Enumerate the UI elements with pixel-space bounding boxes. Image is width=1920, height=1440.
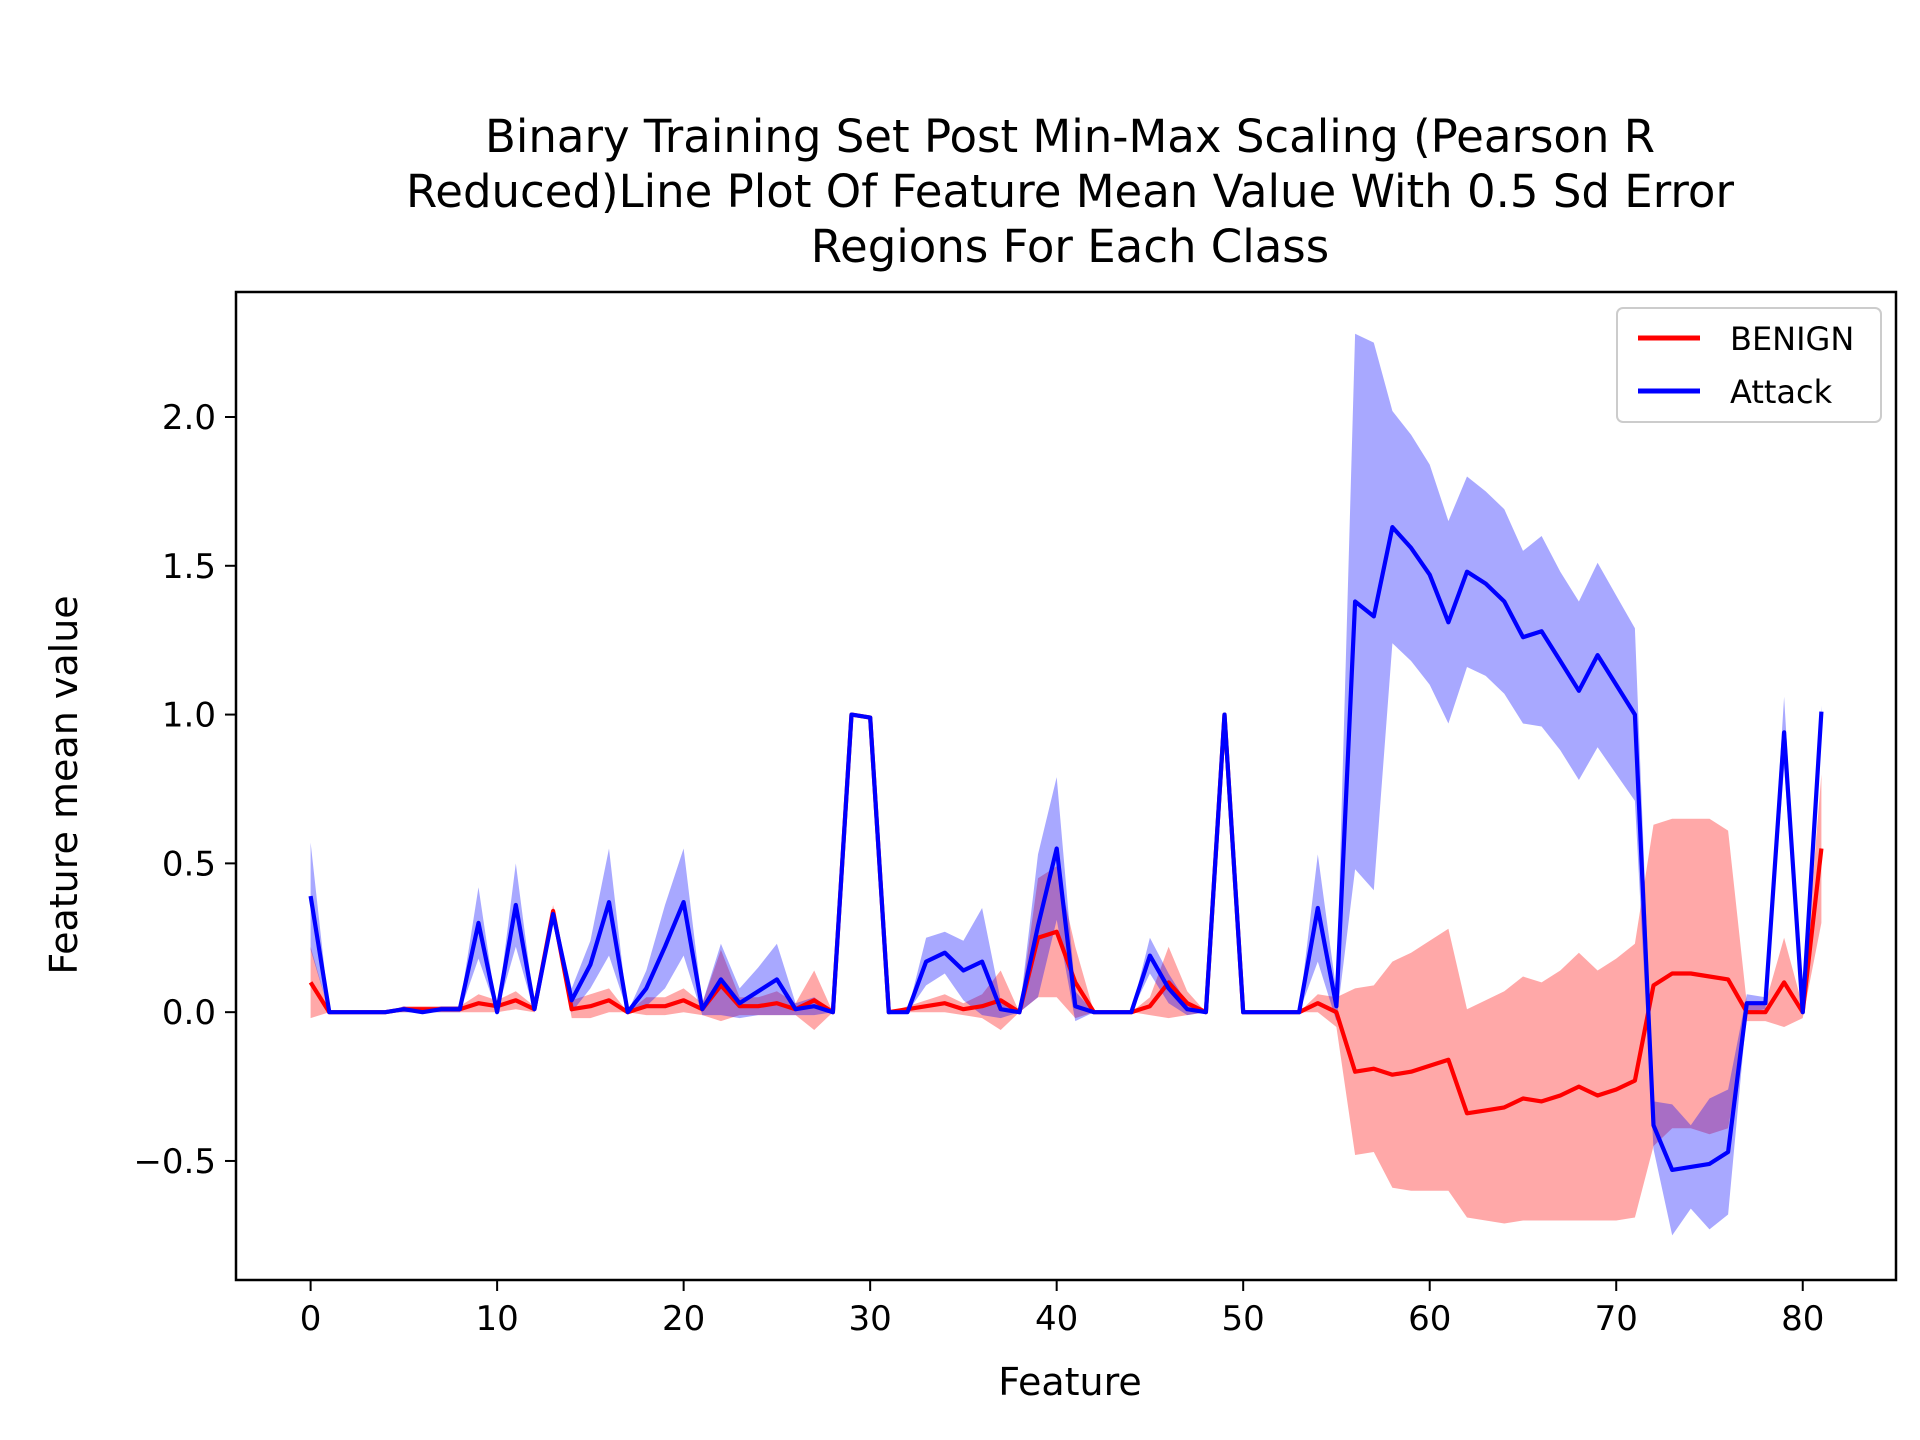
x-axis-label: Feature [998, 1360, 1142, 1404]
y-axis-label: Feature mean value [42, 595, 86, 974]
error-band-benign [310, 714, 1822, 1224]
chart-title-line-1: Binary Training Set Post Min-Max Scaling… [485, 110, 1655, 163]
legend-label-attack: Attack [1730, 373, 1833, 411]
x-tick-label: 30 [849, 1299, 892, 1339]
y-axis-ticks: −0.5 0.0 0.5 1.0 1.5 2.0 [133, 398, 236, 1182]
chart-title: Binary Training Set Post Min-Max Scaling… [406, 110, 1734, 273]
x-tick-label: 10 [475, 1299, 518, 1339]
y-tick-label: −0.5 [133, 1142, 216, 1182]
y-tick-label: 1.0 [162, 696, 216, 736]
error-bands [310, 333, 1822, 1236]
x-tick-label: 40 [1035, 1299, 1078, 1339]
x-tick-label: 50 [1222, 1299, 1265, 1339]
y-tick-label: 2.0 [162, 398, 216, 438]
chart-title-line-2: Reduced)Line Plot Of Feature Mean Value … [406, 165, 1734, 218]
x-tick-label: 0 [300, 1299, 322, 1339]
x-axis-ticks: 0 10 20 30 40 50 60 70 80 [300, 1280, 1824, 1339]
y-tick-label: 1.5 [162, 547, 216, 587]
legend: BENIGN Attack [1616, 307, 1882, 423]
legend-label-benign: BENIGN [1730, 320, 1854, 358]
series-line-attack [308, 524, 1824, 1173]
error-band-attack [310, 333, 1822, 1236]
chart-title-line-3: Regions For Each Class [811, 220, 1329, 273]
y-tick-label: 0.0 [162, 993, 216, 1033]
series-lines [308, 524, 1824, 1173]
x-tick-label: 80 [1781, 1299, 1824, 1339]
x-tick-label: 20 [662, 1299, 705, 1339]
y-tick-label: 0.5 [162, 844, 216, 884]
plot-frame [234, 290, 1898, 1282]
x-tick-label: 70 [1595, 1299, 1638, 1339]
x-tick-label: 60 [1408, 1299, 1451, 1339]
